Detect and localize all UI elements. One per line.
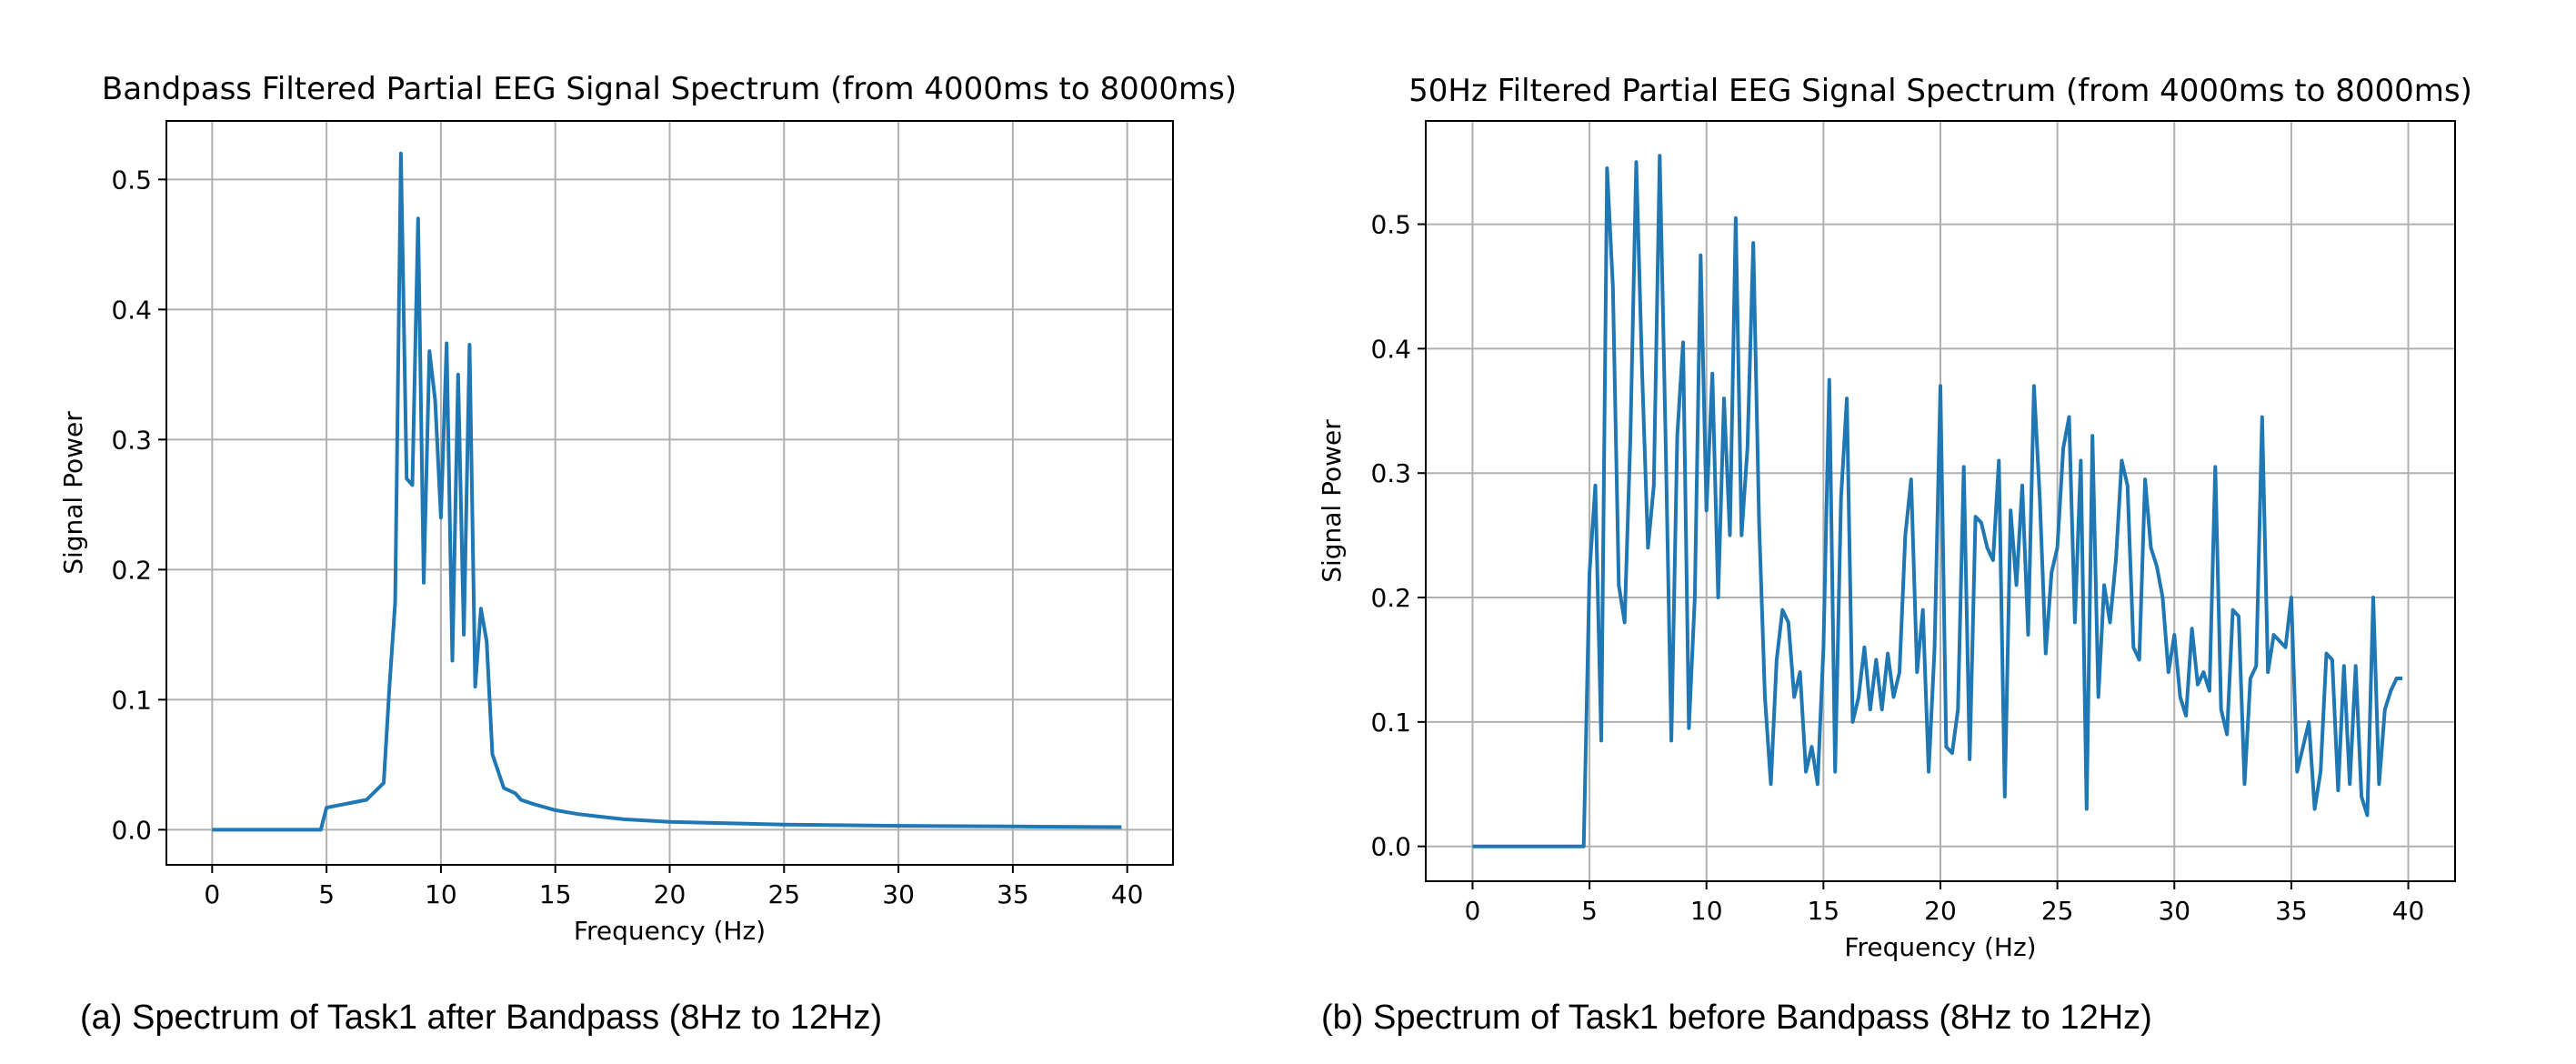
chart-50hz-filtered: 0 5 10 15 20 25 30 35 40 0.0 0.1 0.2 0.3 0.4 0.5 50Hz F… xyxy=(1317,73,2472,962)
x-tick-label: 25 xyxy=(767,879,800,909)
x-tick-label: 5 xyxy=(318,879,335,909)
y-tick-label: 0.3 xyxy=(111,425,152,455)
y-tick-label: 0.1 xyxy=(111,685,152,715)
y-axis-label: Signal Power xyxy=(1317,419,1347,583)
x-tick-label: 20 xyxy=(654,879,687,909)
x-tick-label: 40 xyxy=(1111,879,1144,909)
x-tick-label: 30 xyxy=(2158,896,2190,926)
y-tick-label: 0.4 xyxy=(111,295,152,325)
x-tick-label: 25 xyxy=(2041,896,2074,926)
chart-bandpass-filtered: 0 5 10 15 20 25 30 35 40 0.0 0.1 0.2 0.3 0.4 0.5 Bandpa… xyxy=(58,71,1237,946)
x-tick-label: 15 xyxy=(539,879,572,909)
x-axis-label: Frequency (Hz) xyxy=(574,916,766,946)
x-tick-label: 35 xyxy=(997,879,1029,909)
caption-a: (a) Spectrum of Task1 after Bandpass (8H… xyxy=(80,999,883,1037)
y-tick-label: 0.5 xyxy=(1370,210,1411,240)
y-tick-label: 0.5 xyxy=(111,165,152,195)
series-line xyxy=(212,151,1122,832)
y-tick-label: 0.2 xyxy=(111,555,152,585)
y-tick-label: 0.0 xyxy=(1370,832,1411,862)
y-tick-label: 0.2 xyxy=(1370,583,1411,613)
chart-title: 50Hz Filtered Partial EEG Signal Spectru… xyxy=(1408,73,2472,109)
series-line xyxy=(1472,154,2403,848)
y-tick-label: 0.4 xyxy=(1370,334,1411,364)
x-tick-label: 10 xyxy=(425,879,457,909)
x-tick-label: 0 xyxy=(1465,896,1481,926)
x-tick-label: 0 xyxy=(204,879,220,909)
x-tick-label: 40 xyxy=(2392,896,2425,926)
x-axis-label: Frequency (Hz) xyxy=(1844,932,2036,962)
x-tick-label: 30 xyxy=(882,879,915,909)
x-tick-label: 20 xyxy=(1924,896,1957,926)
x-tick-label: 15 xyxy=(1808,896,1840,926)
y-tick-label: 0.1 xyxy=(1370,708,1411,738)
y-tick-label: 0.3 xyxy=(1370,458,1411,488)
chart-title: Bandpass Filtered Partial EEG Signal Spe… xyxy=(102,71,1237,107)
x-tick-label: 10 xyxy=(1690,896,1723,926)
y-tick-label: 0.0 xyxy=(111,815,152,845)
x-tick-label: 35 xyxy=(2275,896,2308,926)
y-axis-label: Signal Power xyxy=(58,411,88,575)
caption-b: (b) Spectrum of Task1 before Bandpass (8… xyxy=(1321,999,2152,1037)
x-tick-label: 5 xyxy=(1581,896,1598,926)
